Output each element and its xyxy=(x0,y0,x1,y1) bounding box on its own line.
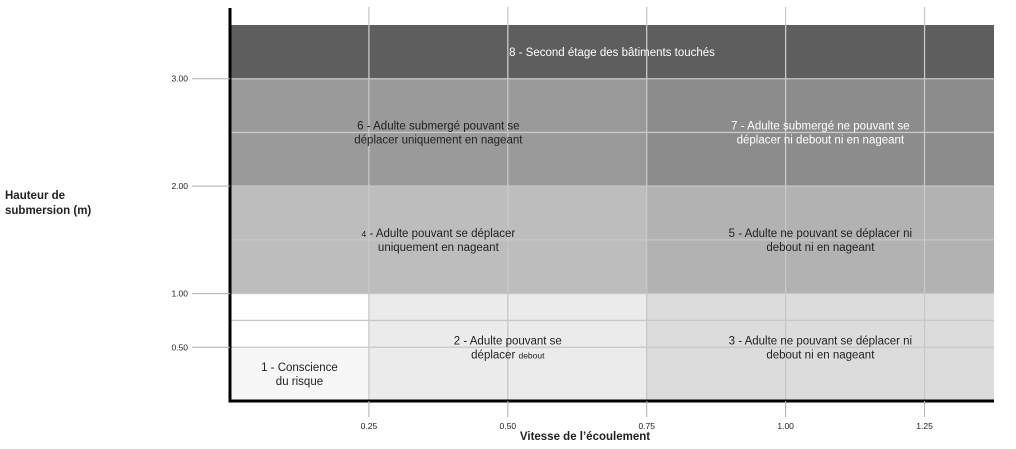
axes-layer xyxy=(228,8,994,403)
zone-1-label-line-2: du risque xyxy=(276,376,323,388)
zone-2-label-part-1-1: 2 - Adulte pouvant se xyxy=(454,335,562,347)
grid-layer xyxy=(230,7,994,401)
zone-2-label-line-2: déplacer debout xyxy=(471,349,545,361)
ticks-layer: 0.50 1.00 2.00 3.00 0.25 0.50 0.75 1.00 1.25 xyxy=(171,74,933,431)
zone-8-label-part-1-1: 8 - Second étage des bâtiments touchés xyxy=(509,47,715,59)
zone-5-label-line-2: debout ni en nageant xyxy=(766,242,875,254)
y-axis-label-line-2: submersion (m) xyxy=(5,205,92,217)
zone-7-label-line-1: 7 - Adulte submergé ne pouvant se xyxy=(731,120,909,132)
zone-6-label-part-2-1: déplacer uniquement en nageant xyxy=(354,134,523,146)
zone-2-label-line-1: 2 - Adulte pouvant se xyxy=(454,335,562,347)
x-tick-label-1: 0.50 xyxy=(500,421,517,431)
zone-3-label-part-1-1: 3 - Adulte ne pouvant se déplacer ni xyxy=(729,335,913,347)
x-axis-label: Vitesse de l’écoulement xyxy=(519,431,651,443)
x-tick-label-4: 1.25 xyxy=(916,421,933,431)
zone-3-label-line-1: 3 - Adulte ne pouvant se déplacer ni xyxy=(729,335,913,347)
y-axis-label: Hauteur de submersion (m) xyxy=(5,189,145,219)
zone-6-label-line-1: 6 - Adulte submergé pouvant se xyxy=(357,120,519,132)
zone-6-label-line-2: déplacer uniquement en nageant xyxy=(354,134,523,146)
zone-7-label-part-2-1: déplacer ni debout ni en nageant xyxy=(737,134,905,146)
zone-5-label-line-1: 5 - Adulte ne pouvant se déplacer ni xyxy=(729,228,913,240)
zone-8-label-line-1: 8 - Second étage des bâtiments touchés xyxy=(509,47,715,59)
zone-4-label-part-2-1: uniquement en nageant xyxy=(378,242,500,254)
zone-3-label-part-2-1: debout ni en nageant xyxy=(766,349,875,361)
zone-labels-layer: 1 - Conscience du risque 2 - Adulte pouvan… xyxy=(261,47,912,388)
x-tick-label-0: 0.25 xyxy=(361,421,378,431)
zone-3-label-line-2: debout ni en nageant xyxy=(766,349,875,361)
zone-2-label-part-2-2: debout xyxy=(518,350,545,360)
zone-7-label-part-1-1: 7 - Adulte submergé ne pouvant se xyxy=(731,120,909,132)
zone-1-label-part-2-1: du risque xyxy=(276,376,323,388)
zone-4-label-part-1-1: 4 xyxy=(362,229,367,239)
zone-4-label-part-1-2: - Adulte pouvant se déplacer xyxy=(366,228,515,240)
zone-1-rect xyxy=(230,347,369,401)
y-tick-label-1: 1.00 xyxy=(171,289,188,299)
zone-4-label-line-1: 4 - Adulte pouvant se déplacer xyxy=(362,228,516,240)
x-tick-label-2: 0.75 xyxy=(638,421,655,431)
y-tick-label-2: 2.00 xyxy=(171,181,188,191)
zone-5-label-part-2-1: debout ni en nageant xyxy=(766,242,875,254)
zone-6-label-part-1-1: 6 - Adulte submergé pouvant se xyxy=(357,120,519,132)
y-axis-label-line-1: Hauteur de xyxy=(5,190,66,202)
x-tick-label-3: 1.00 xyxy=(777,421,794,431)
zone-1-label-part-1-1: 1 - Conscience xyxy=(261,362,338,374)
zone-1-label-line-1: 1 - Conscience xyxy=(261,362,338,374)
zone-7-label-line-2: déplacer ni debout ni en nageant xyxy=(737,134,905,146)
y-tick-label-0: 0.50 xyxy=(171,342,188,352)
zone-2-label-part-2-1: déplacer xyxy=(471,349,518,361)
zone-4-label-line-2: uniquement en nageant xyxy=(378,242,500,254)
y-tick-label-3: 3.00 xyxy=(171,74,188,84)
zone-8-rect xyxy=(230,25,994,79)
zone-5-label-part-1-1: 5 - Adulte ne pouvant se déplacer ni xyxy=(729,228,913,240)
